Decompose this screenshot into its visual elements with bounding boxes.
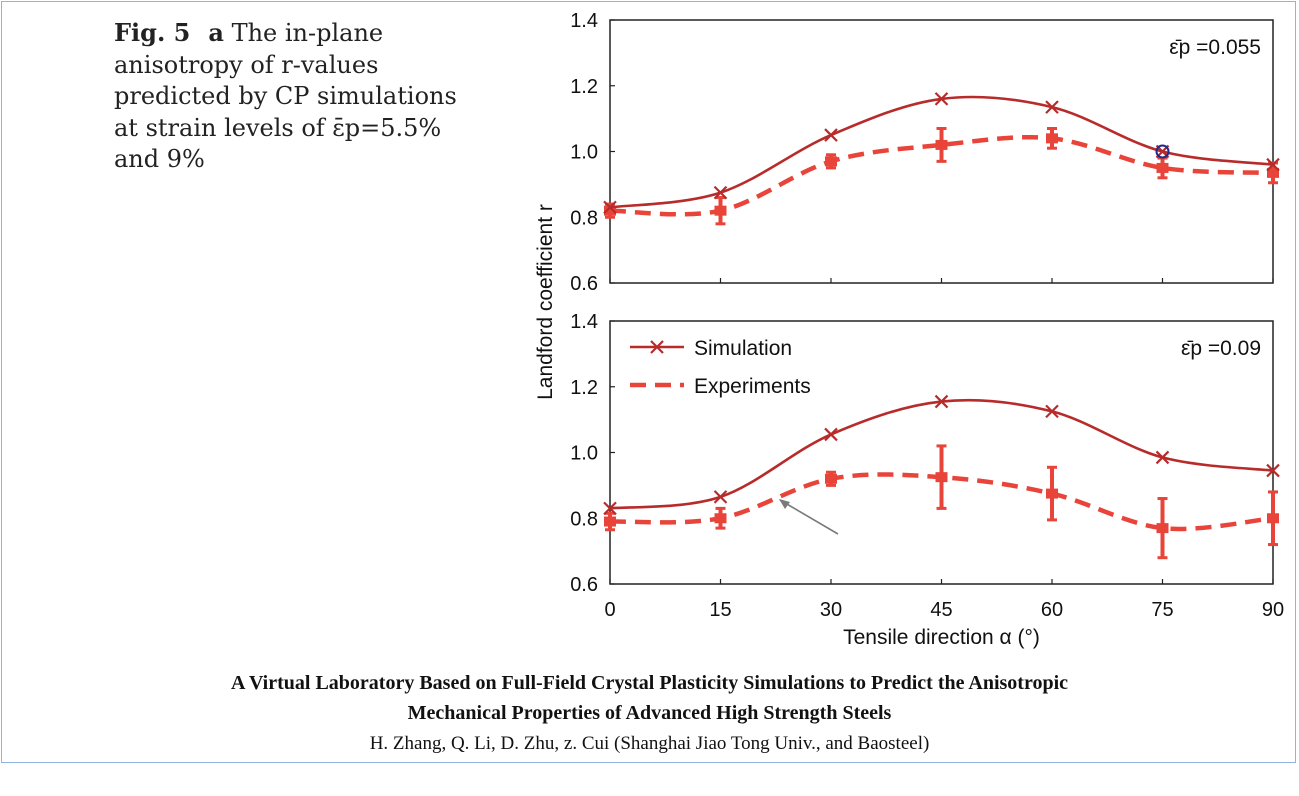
experiments-point xyxy=(1046,488,1058,499)
x-tick-label: 30 xyxy=(820,599,842,621)
figure-number: Fig. 5 xyxy=(114,18,191,47)
simulation-point xyxy=(934,394,949,409)
simulation-point xyxy=(603,200,617,215)
paper-authors: H. Zhang, Q. Li, D. Zhu, z. Cui (Shangha… xyxy=(369,733,930,754)
caption-line-4: at strain levels of ε̄p=5.5% xyxy=(114,113,442,142)
simulation-point xyxy=(603,501,617,516)
paper-title-line-2: Mechanical Properties of Advanced High S… xyxy=(407,702,892,724)
simulation-point xyxy=(934,92,949,106)
y-tick-label: 0.6 xyxy=(570,574,598,596)
simulation-point xyxy=(1045,100,1059,114)
y-tick-label: 1.2 xyxy=(570,76,598,98)
y-tick-label: 1.4 xyxy=(570,311,598,333)
y-tick-label: 0.6 xyxy=(570,273,598,295)
simulation-point xyxy=(713,185,728,200)
simulation-point xyxy=(824,427,838,442)
experiments-point xyxy=(714,205,727,216)
y-tick-label: 1.4 xyxy=(570,10,598,32)
figure-panel-letter: a xyxy=(208,18,224,47)
y-tick-label: 0.8 xyxy=(570,508,598,530)
legend-simulation-marker xyxy=(650,340,664,354)
x-tick-label: 45 xyxy=(930,599,952,621)
x-axis-label: Tensile direction α (°) xyxy=(843,626,1040,649)
caption-line-5: and 9% xyxy=(114,145,205,173)
simulation-point xyxy=(1266,157,1280,172)
experiments-point xyxy=(714,513,727,524)
experiments-point xyxy=(935,139,948,150)
x-tick-label: 90 xyxy=(1262,599,1284,621)
experiments-point xyxy=(1267,167,1279,178)
annotation-arrow-line xyxy=(779,499,839,535)
y-tick-label: 1.0 xyxy=(570,142,598,164)
experiments-point xyxy=(604,516,616,527)
image-frame xyxy=(1,1,1296,763)
caption-line-1: The in-plane xyxy=(231,19,384,47)
highlight-circle-marker xyxy=(1155,144,1170,159)
simulation-point xyxy=(1266,463,1280,478)
strain-level-annotation: ε̄p =0.09 xyxy=(1181,337,1261,360)
experiments-point xyxy=(825,156,837,167)
simulation-point xyxy=(1045,404,1059,419)
r-value-chart: 0.6 0.8 1.0 1.2 1.4 ε̄p =0.055 0.6 0.8 1.0 1.2 1.4… xyxy=(534,10,1284,649)
y-tick-label: 1.2 xyxy=(570,377,598,399)
legend-experiments-label: Experiments xyxy=(694,375,811,398)
y-axis-label: Landford coefficient r xyxy=(534,204,557,400)
strain-level-annotation: ε̄p =0.055 xyxy=(1169,36,1261,59)
x-tick-label: 0 xyxy=(604,599,615,621)
experiments-point xyxy=(1156,162,1169,173)
x-tick-label: 60 xyxy=(1041,599,1063,621)
experiments-point xyxy=(1156,523,1169,534)
experiments-point xyxy=(1046,133,1058,144)
legend-simulation-label: Simulation xyxy=(694,337,792,360)
paper-title-line-1: A Virtual Laboratory Based on Full-Field… xyxy=(230,672,1069,694)
experiments-point xyxy=(825,473,837,484)
y-tick-label: 0.8 xyxy=(570,207,598,229)
experiments-point xyxy=(604,205,616,216)
simulation-point xyxy=(1155,450,1170,465)
simulation-point xyxy=(713,490,728,504)
experiments-point xyxy=(935,472,948,483)
x-tick-label: 15 xyxy=(709,599,731,621)
experiments-point xyxy=(1267,513,1279,524)
caption-line-2: anisotropy of r-values xyxy=(114,50,379,79)
caption-line-3: predicted by CP simulations xyxy=(114,82,457,110)
x-tick-label: 75 xyxy=(1151,599,1173,621)
annotation-arrow-head xyxy=(779,499,790,509)
simulation-point xyxy=(824,128,838,142)
y-tick-label: 1.0 xyxy=(570,443,598,465)
figure-caption: Fig. 5 a The in-plane anisotropy of r-val… xyxy=(114,17,494,176)
